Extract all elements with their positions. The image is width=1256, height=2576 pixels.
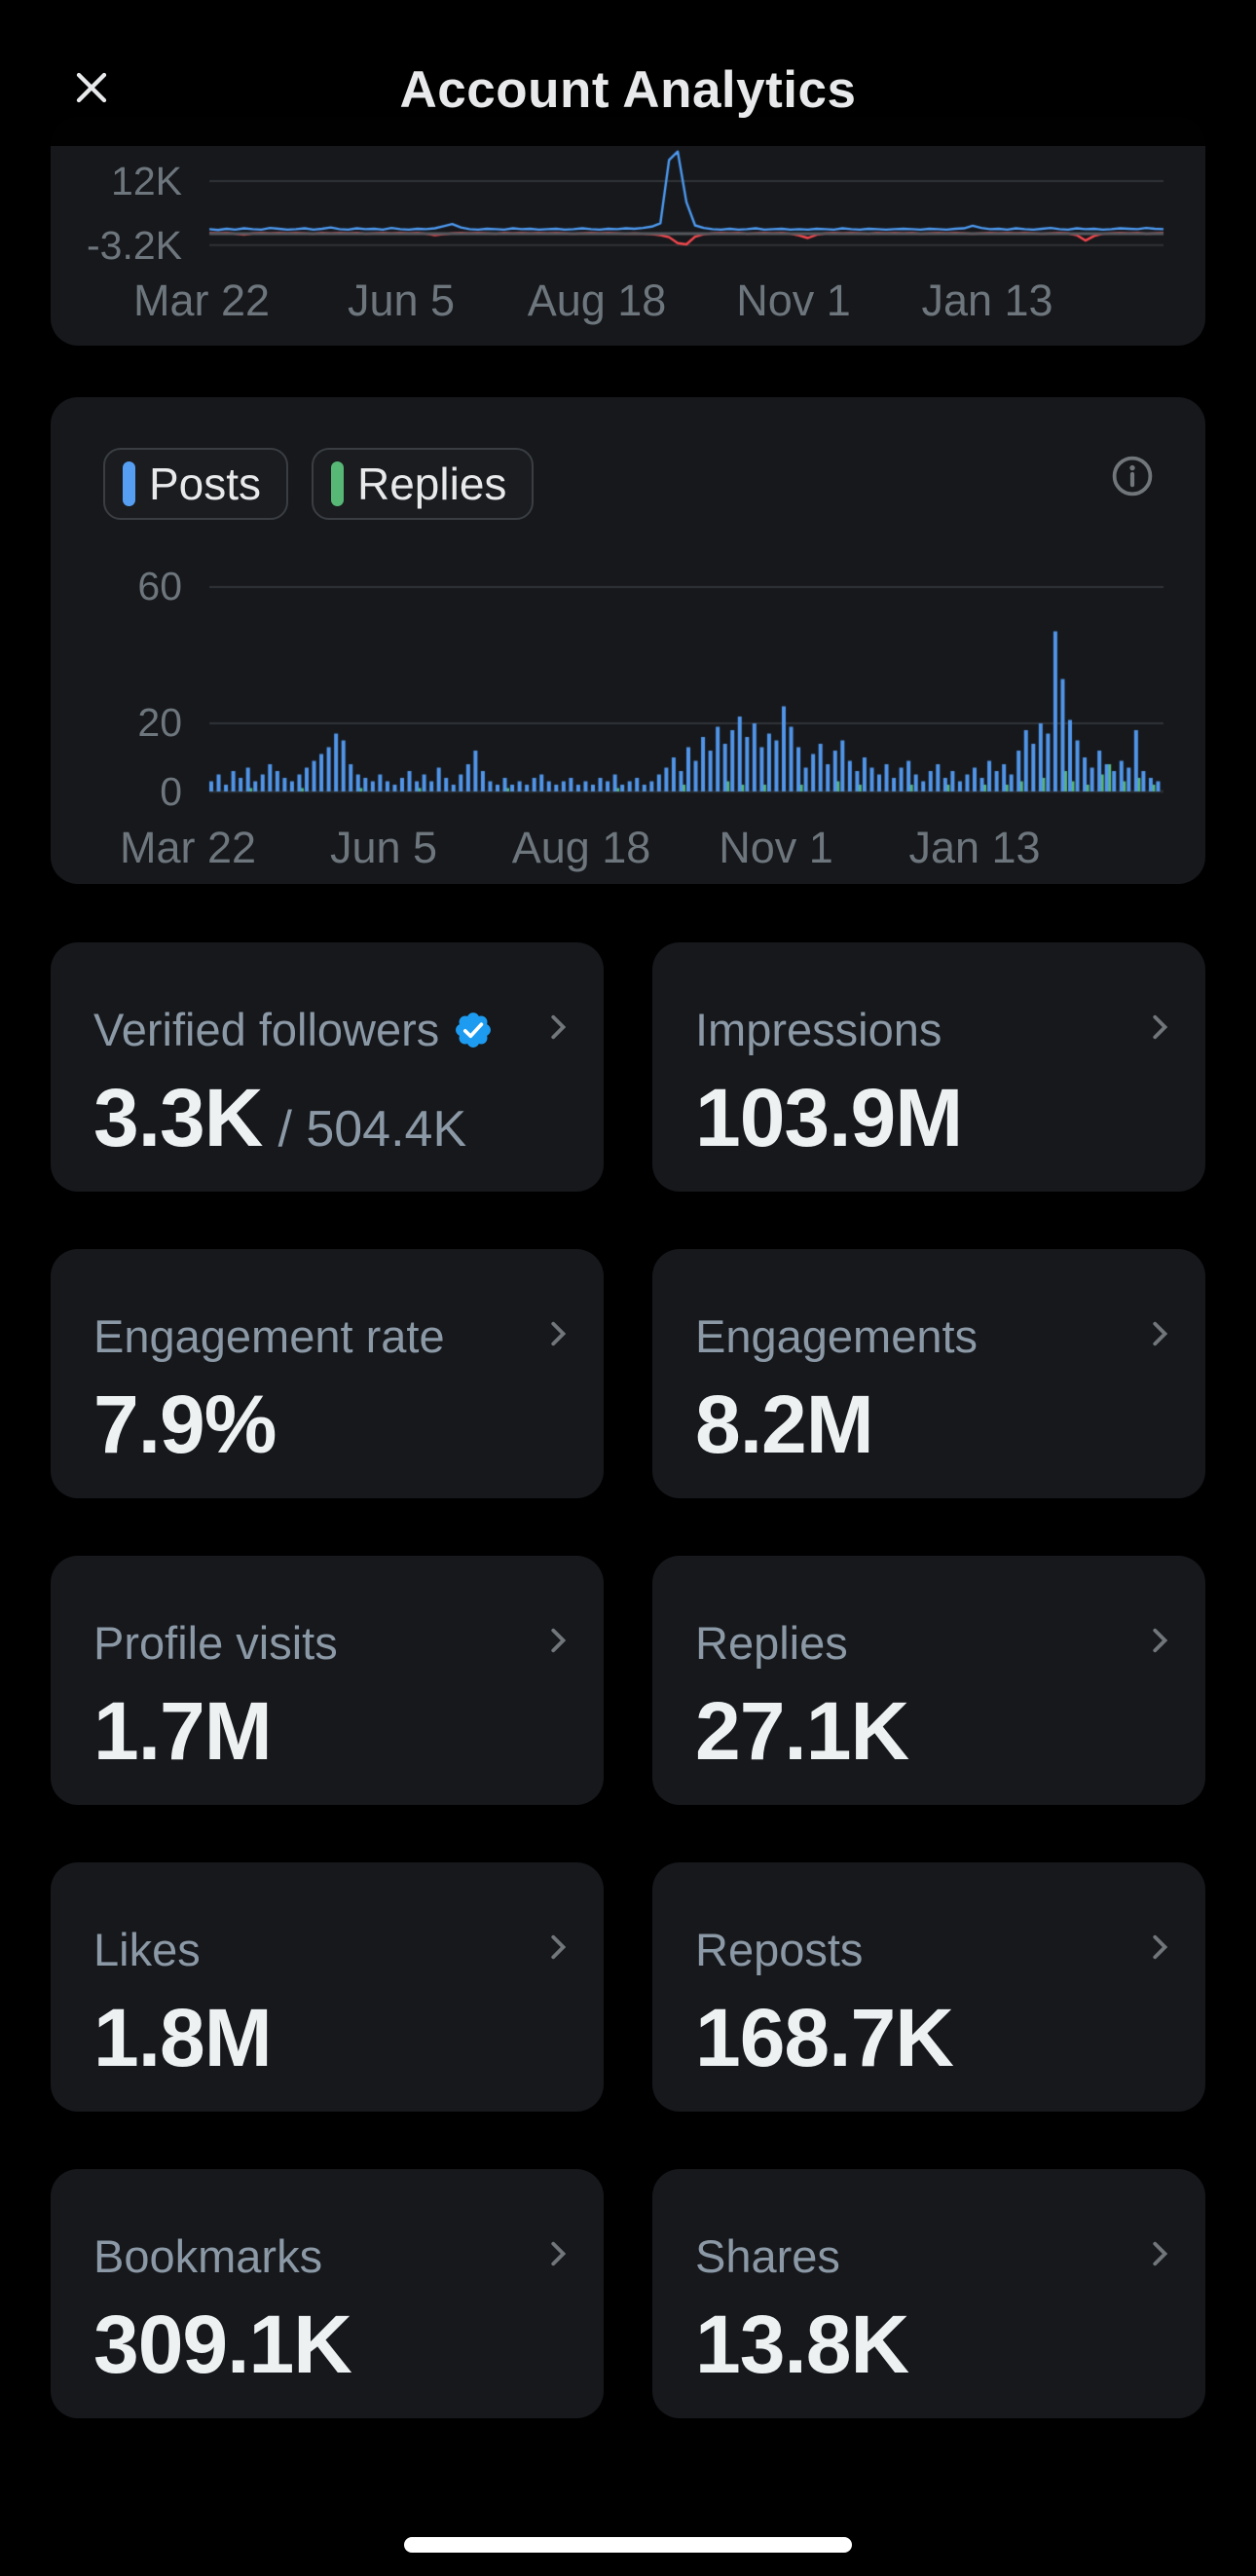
chevron-right-icon: [551, 2241, 567, 2266]
home-indicator[interactable]: [404, 2537, 852, 2553]
y-tick: 60: [137, 564, 182, 608]
metric-value: 13.8K: [695, 2299, 909, 2390]
x-tick: Mar 22: [132, 276, 271, 325]
metric-value: 1.7M: [93, 1685, 273, 1777]
posts-chart-card: Posts Replies 60 20 0 Mar 22 Jun 5 Aug 1…: [51, 397, 1205, 884]
x-tick: Jan 13: [921, 276, 1053, 325]
x-tick: Aug 18: [511, 823, 651, 872]
chevron-right-icon: [551, 1014, 567, 1040]
metric-card-engagement-rate[interactable]: Engagement rate 7.9%: [51, 1249, 604, 1498]
metric-label: Shares: [695, 2230, 840, 2282]
metric-label: Engagement rate: [93, 1310, 445, 1362]
y-tick: 12K: [111, 159, 182, 203]
metric-value: 27.1K: [695, 1685, 909, 1777]
metric-card-shares[interactable]: Shares 13.8K: [652, 2169, 1205, 2418]
chevron-right-icon: [551, 1321, 567, 1346]
metric-label: Verified followers: [93, 1004, 440, 1055]
replies-legend-label: Replies: [357, 459, 507, 509]
chevron-right-icon: [551, 1934, 567, 1960]
metric-card-verified-followers[interactable]: Verified followers 3.3K / 504.4K: [51, 942, 604, 1192]
chevron-right-icon: [1153, 2241, 1168, 2266]
legend-chip-replies[interactable]: Replies: [312, 448, 535, 520]
legend-chip-posts[interactable]: Posts: [103, 448, 289, 520]
y-tick: 20: [137, 700, 182, 745]
metric-card-bookmarks[interactable]: Bookmarks 309.1K: [51, 2169, 604, 2418]
metric-value: 7.9%: [93, 1379, 277, 1470]
followers-chart-canvas: [51, 117, 1205, 346]
chevron-right-icon: [1153, 1014, 1168, 1040]
x-close-icon: [76, 72, 107, 103]
chevron-right-icon: [1153, 1934, 1168, 1960]
header-bar: Account Analytics: [0, 0, 1256, 146]
posts-chart-canvas: [51, 397, 1205, 884]
metric-label: Reposts: [695, 1924, 864, 1975]
metric-value: 168.7K: [695, 1992, 954, 2083]
chevron-right-icon: [551, 1628, 567, 1653]
x-tick: Nov 1: [736, 276, 851, 325]
x-tick: Jun 5: [329, 823, 438, 872]
page-title: Account Analytics: [399, 61, 857, 119]
metric-label: Impressions: [695, 1004, 942, 1055]
metric-label: Profile visits: [93, 1617, 338, 1669]
metric-card-engagements[interactable]: Engagements 8.2M: [652, 1249, 1205, 1498]
metric-card-impressions[interactable]: Impressions 103.9M: [652, 942, 1205, 1192]
chevron-right-icon: [1153, 1321, 1168, 1346]
metric-value: 103.9M: [695, 1072, 963, 1163]
metric-value: 1.8M: [93, 1992, 273, 2083]
posts-legend-label: Posts: [149, 459, 262, 509]
metric-secondary-value: / 504.4K: [277, 1101, 467, 1158]
posts-legend-marker: [123, 461, 135, 506]
info-button[interactable]: [1109, 453, 1156, 499]
metric-card-reposts[interactable]: Reposts 168.7K: [652, 1862, 1205, 2112]
close-button[interactable]: [66, 62, 117, 113]
replies-legend-marker: [331, 461, 344, 506]
x-tick: Jan 13: [908, 823, 1041, 872]
verified-badge-icon: [456, 1012, 492, 1048]
metric-card-profile-visits[interactable]: Profile visits 1.7M: [51, 1556, 604, 1805]
metric-label: Likes: [93, 1924, 201, 1975]
x-tick: Nov 1: [719, 823, 833, 872]
metric-label: Engagements: [695, 1310, 979, 1362]
metric-value: 8.2M: [695, 1379, 874, 1470]
y-tick: 0: [160, 769, 182, 814]
x-tick: Jun 5: [347, 276, 456, 325]
metric-label: Replies: [695, 1617, 848, 1669]
metric-value: 309.1K: [93, 2299, 352, 2390]
metric-label: Bookmarks: [93, 2230, 323, 2282]
chevron-right-icon: [1153, 1628, 1168, 1653]
followers-chart-card: 12K -3.2K Mar 22 Jun 5 Aug 18 Nov 1 Jan …: [51, 117, 1205, 346]
metric-card-likes[interactable]: Likes 1.8M: [51, 1862, 604, 2112]
x-tick: Mar 22: [119, 823, 257, 872]
metric-card-replies[interactable]: Replies 27.1K: [652, 1556, 1205, 1805]
x-tick: Aug 18: [527, 276, 667, 325]
info-circle-icon: [1112, 456, 1153, 497]
metric-value: 3.3K: [93, 1072, 263, 1163]
y-tick: -3.2K: [87, 223, 182, 268]
